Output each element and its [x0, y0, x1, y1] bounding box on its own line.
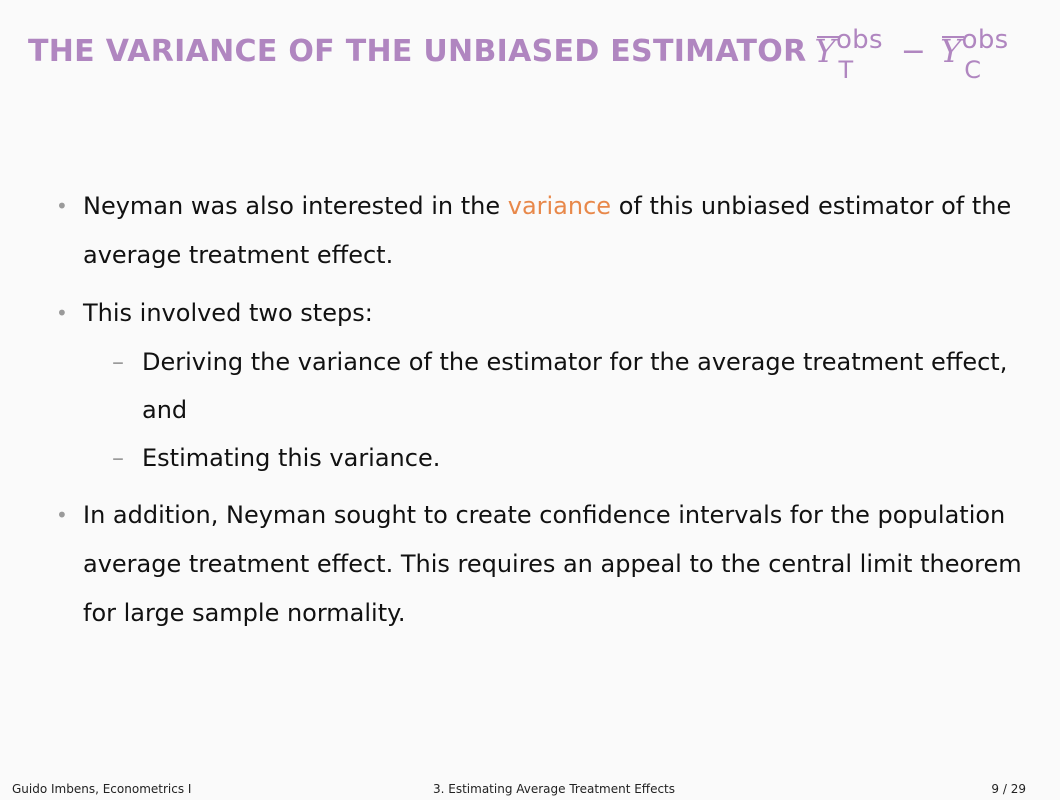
- math-minus-operator: −: [900, 33, 927, 69]
- math-sup-treated: obs: [835, 25, 883, 55]
- sub-bullet-marker: –: [112, 444, 124, 472]
- footer-page-number: 9 / 29: [991, 782, 1026, 796]
- bullet-item: • In addition, Neyman sought to create c…: [56, 491, 1046, 638]
- sub-bullet-item: – Deriving the variance of the estimator…: [112, 338, 1046, 434]
- bullet-text: In addition, Neyman sought to create con…: [83, 501, 1022, 627]
- bullet-text-before: Neyman was also interested in the: [83, 192, 508, 220]
- bullet-marker: •: [56, 301, 68, 325]
- slide-content: • Neyman was also interested in the vari…: [56, 182, 1046, 647]
- math-base-control: Y: [940, 32, 962, 70]
- math-sub-control: C: [964, 56, 982, 84]
- slide-title-text: THE VARIANCE OF THE UNBIASED ESTIMATOR: [28, 33, 807, 69]
- math-term-control: Yobs C: [940, 25, 1012, 84]
- slide-footer: Guido Imbens, Econometrics I 3. Estimati…: [0, 780, 1060, 800]
- bullet-marker: •: [56, 194, 68, 218]
- sub-bullet-marker: –: [112, 348, 124, 376]
- footer-author: Guido Imbens, Econometrics I: [12, 782, 192, 796]
- bullet-text: Neyman was also interested in the varian…: [83, 182, 1046, 280]
- highlighted-term: variance: [507, 192, 612, 220]
- bullet-item: • This involved two steps:: [56, 289, 1046, 338]
- math-base-treated: Y: [814, 32, 836, 70]
- math-sup-control: obs: [961, 25, 1009, 55]
- overline-bar: [942, 36, 965, 38]
- title-math-expression: Yobs T − Yobs C: [814, 25, 1013, 84]
- math-sub-treated: T: [838, 56, 854, 84]
- overline-bar: [816, 36, 839, 38]
- sub-bullet-item: – Estimating this variance.: [112, 434, 1046, 482]
- sub-bullet-text: Deriving the variance of the estimator f…: [142, 348, 1008, 424]
- bullet-text-after: of this unbiased estimator of the averag…: [83, 192, 1012, 269]
- slide-title: THE VARIANCE OF THE UNBIASED ESTIMATOR Y…: [28, 16, 1013, 86]
- sub-bullet-text: Estimating this variance.: [142, 444, 441, 472]
- footer-section-title: 3. Estimating Average Treatment Effects: [433, 782, 676, 796]
- sub-bullet-list: – Deriving the variance of the estimator…: [56, 338, 1046, 482]
- math-term-treated: Yobs T: [814, 25, 887, 84]
- bullet-marker: •: [56, 503, 68, 527]
- bullet-item: • Neyman was also interested in the vari…: [56, 182, 1046, 280]
- bullet-text: This involved two steps:: [83, 299, 373, 327]
